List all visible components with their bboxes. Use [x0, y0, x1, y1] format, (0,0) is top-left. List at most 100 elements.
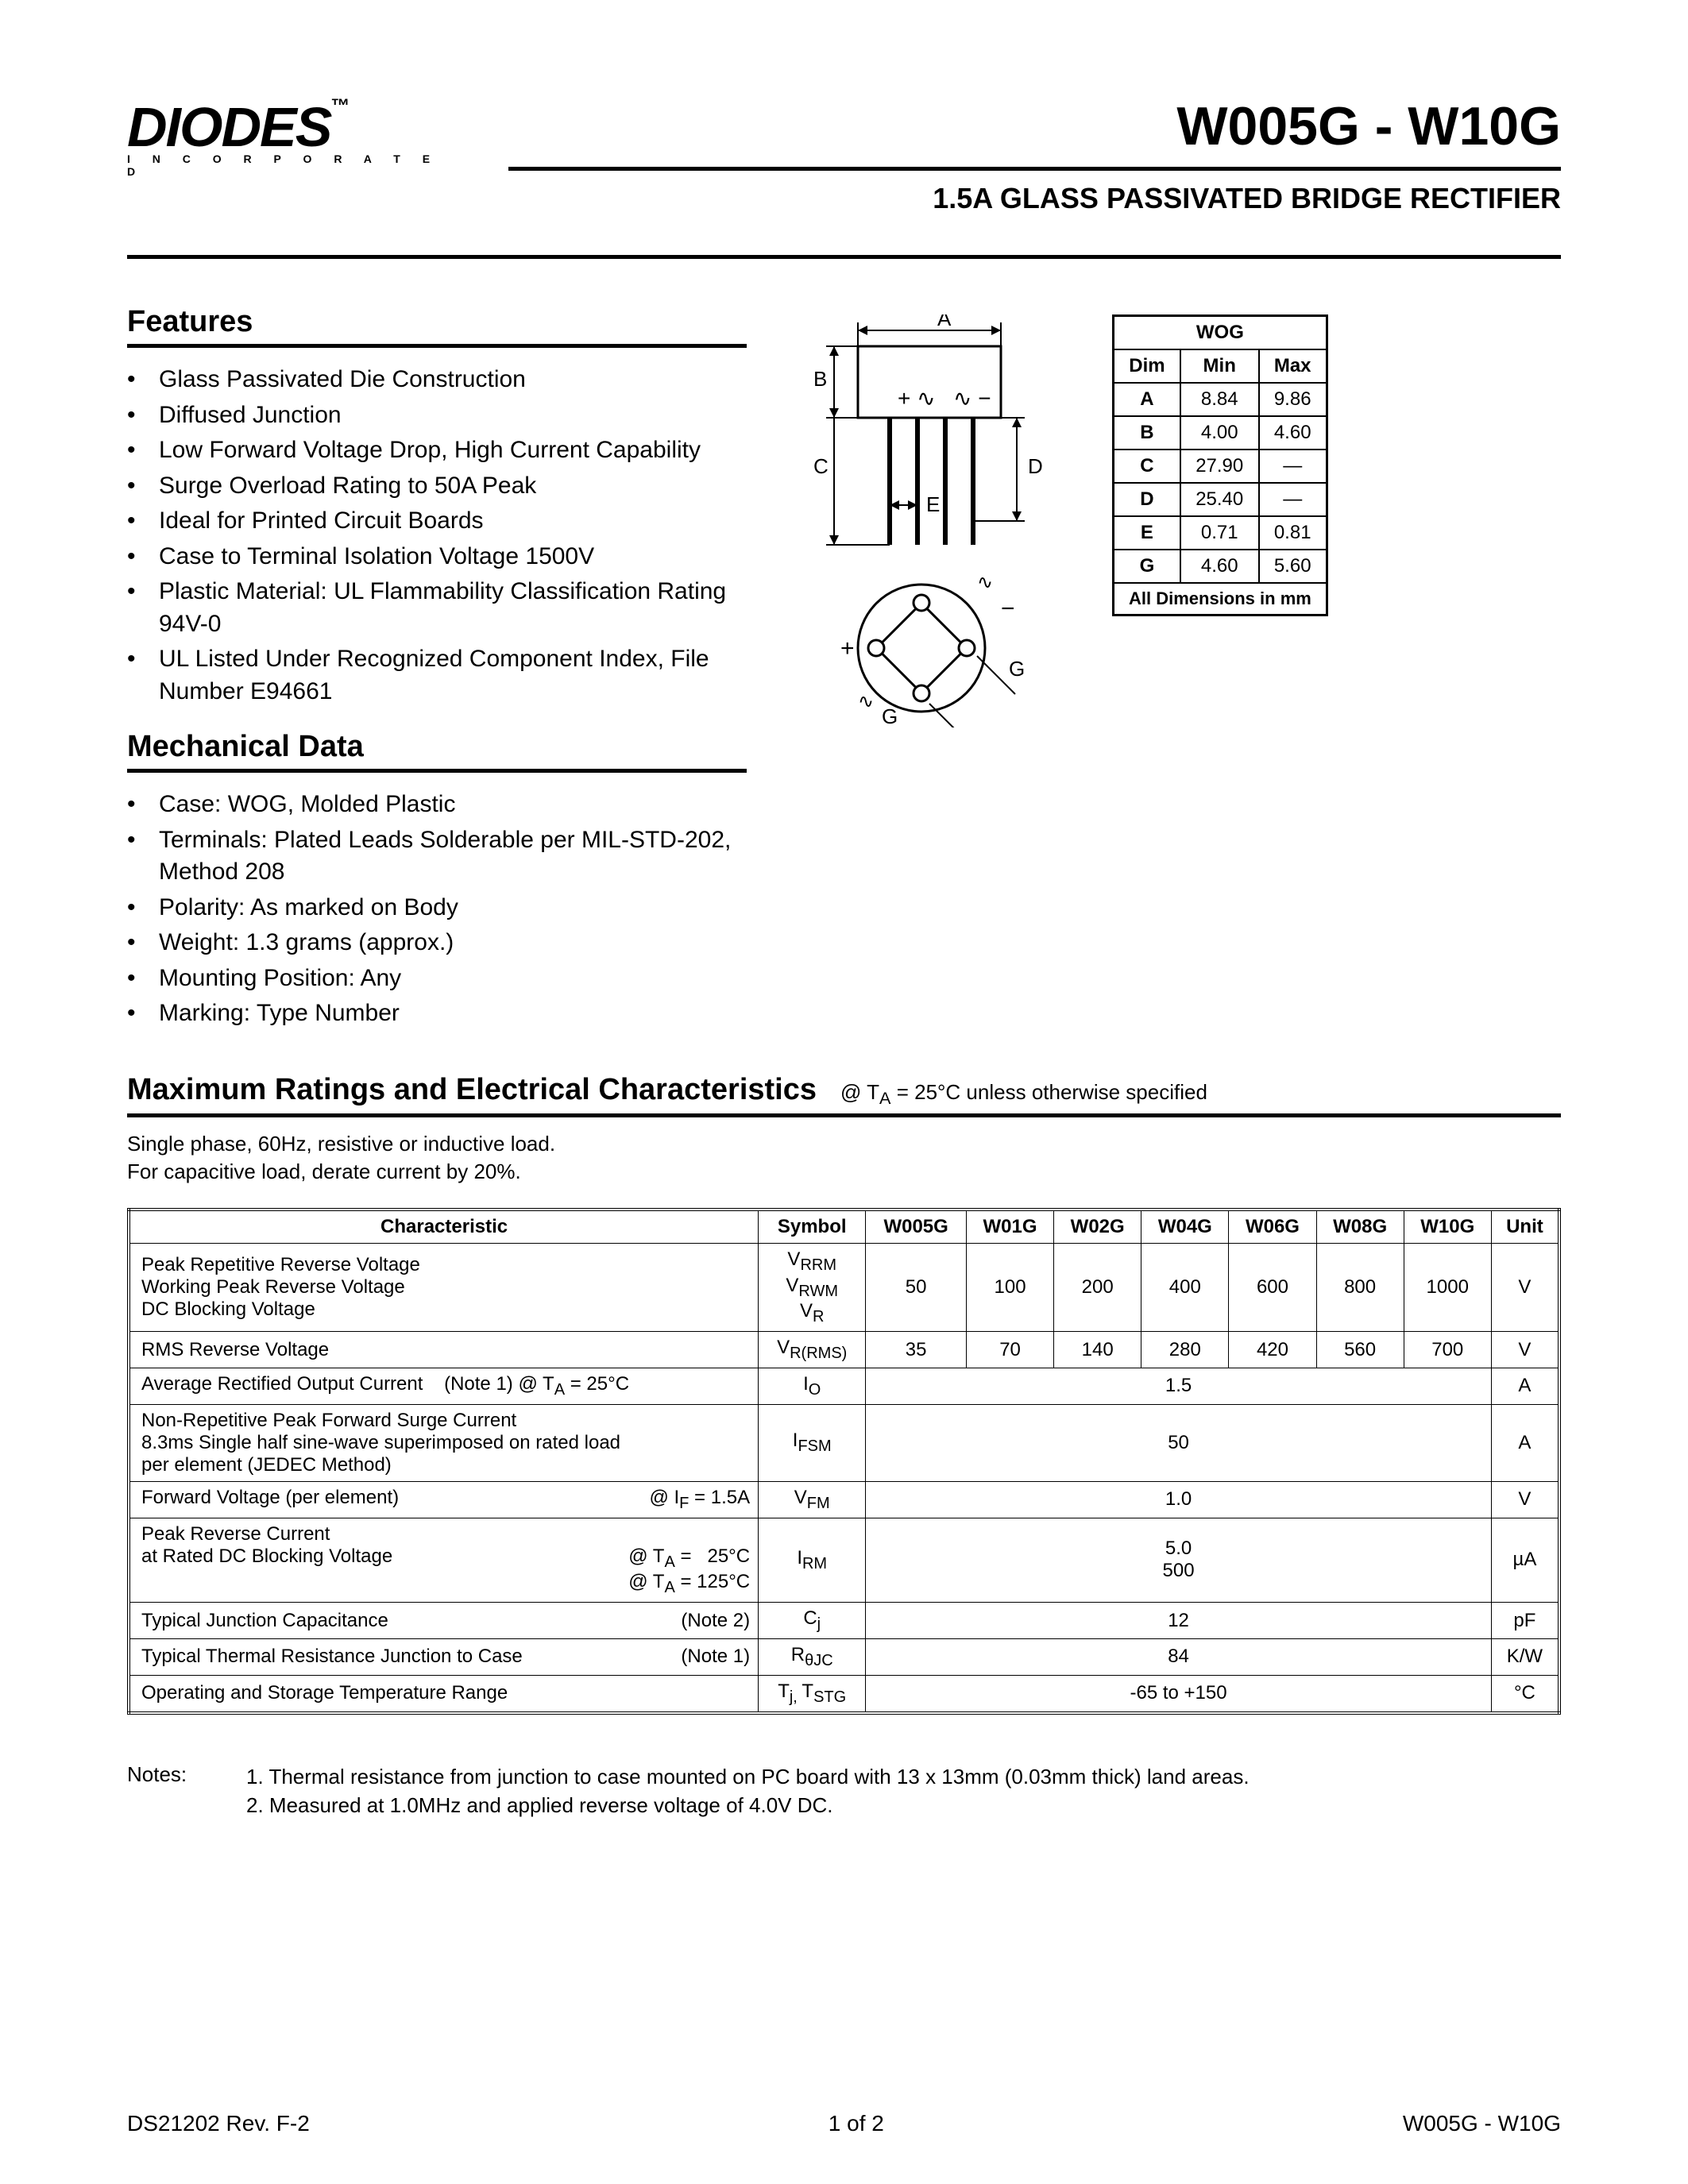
svg-text:G: G — [1009, 657, 1025, 681]
logo-main: DIODES — [127, 96, 330, 158]
char-cell-value: 35 — [866, 1332, 967, 1368]
max-ratings-heading: Maximum Ratings and Electrical Character… — [127, 1073, 817, 1107]
char-header: W08G — [1316, 1210, 1404, 1244]
char-cell-value: 140 — [1054, 1332, 1141, 1368]
char-header: W005G — [866, 1210, 967, 1244]
char-cell-value: 50 — [866, 1243, 967, 1331]
char-row: Peak Reverse Currentat Rated DC Blocking… — [129, 1518, 1559, 1603]
dim-row: D25.40— — [1114, 483, 1327, 516]
char-cell-symbol: RθJC — [759, 1639, 866, 1676]
characteristics-table: CharacteristicSymbolW005GW01GW02GW04GW06… — [127, 1208, 1561, 1715]
header-rule — [127, 255, 1561, 259]
char-cell-value: 400 — [1141, 1243, 1229, 1331]
char-cell-value: 84 — [866, 1639, 1492, 1676]
notes-label: Notes: — [127, 1762, 222, 1820]
feature-item: Glass Passivated Die Construction — [159, 364, 747, 396]
svg-text:E: E — [926, 492, 940, 516]
company-logo: DIODES™ I N C O R P O R A T E D — [127, 95, 461, 183]
dim-table-title: WOG — [1114, 316, 1327, 350]
dim-footer: All Dimensions in mm — [1114, 583, 1327, 615]
note-item: 2. Measured at 1.0MHz and applied revers… — [246, 1791, 1250, 1819]
char-header: Characteristic — [129, 1210, 759, 1244]
dim-row: C27.90— — [1114, 450, 1327, 483]
dim-header-min: Min — [1180, 349, 1259, 383]
char-cell-symbol: VR(RMS) — [759, 1332, 866, 1368]
note-item: 1. Thermal resistance from junction to c… — [246, 1762, 1250, 1791]
feature-item: Low Forward Voltage Drop, High Current C… — [159, 434, 747, 467]
char-header: W04G — [1141, 1210, 1229, 1244]
char-cell-value: 1.0 — [866, 1481, 1492, 1518]
char-cell-unit: µA — [1491, 1518, 1559, 1603]
mech-item: Case: WOG, Molded Plastic — [159, 789, 747, 821]
dim-row: A8.849.86 — [1114, 383, 1327, 416]
char-cell-value: -65 to +150 — [866, 1675, 1492, 1712]
feature-item: Ideal for Printed Circuit Boards — [159, 505, 747, 538]
char-cell-value: 70 — [966, 1332, 1053, 1368]
char-cell-value: 420 — [1229, 1332, 1316, 1368]
svg-text:∿ −: ∿ − — [953, 386, 991, 411]
mech-item: Weight: 1.3 grams (approx.) — [159, 927, 747, 959]
svg-text:D: D — [1028, 454, 1043, 478]
dim-cell: C — [1114, 450, 1180, 483]
char-cell-value: 1000 — [1404, 1243, 1491, 1331]
char-cell-value: 50 — [866, 1404, 1492, 1481]
char-header: W10G — [1404, 1210, 1491, 1244]
char-cell-value: 560 — [1316, 1332, 1404, 1368]
svg-text:C: C — [813, 454, 829, 478]
dim-row: E0.710.81 — [1114, 516, 1327, 550]
char-row: Typical Junction Capacitance(Note 2)Cj12… — [129, 1603, 1559, 1639]
dim-cell: B — [1114, 416, 1180, 450]
page-title: W005G - W10G — [508, 95, 1561, 157]
char-cell-symbol: Tj, TSTG — [759, 1675, 866, 1712]
char-row: Operating and Storage Temperature RangeT… — [129, 1675, 1559, 1712]
char-header: W06G — [1229, 1210, 1316, 1244]
dim-cell: 4.60 — [1180, 550, 1259, 583]
char-cell-unit: pF — [1491, 1603, 1559, 1639]
char-cell-value: 5.0500 — [866, 1518, 1492, 1603]
feature-item: Case to Terminal Isolation Voltage 1500V — [159, 541, 747, 573]
char-cell-symbol: IRM — [759, 1518, 866, 1603]
dim-row: B4.004.60 — [1114, 416, 1327, 450]
char-cell-unit: V — [1491, 1332, 1559, 1368]
dim-cell: — — [1259, 483, 1327, 516]
dim-cell: 8.84 — [1180, 383, 1259, 416]
feature-item: Plastic Material: UL Flammability Classi… — [159, 576, 747, 640]
notes-list: 1. Thermal resistance from junction to c… — [246, 1762, 1250, 1820]
char-cell-value: 200 — [1054, 1243, 1141, 1331]
char-cell-unit: V — [1491, 1481, 1559, 1518]
char-cell-characteristic: RMS Reverse Voltage — [129, 1332, 759, 1368]
char-cell-value: 280 — [1141, 1332, 1229, 1368]
char-cell-unit: A — [1491, 1368, 1559, 1405]
char-cell-symbol: VFM — [759, 1481, 866, 1518]
char-cell-symbol: IFSM — [759, 1404, 866, 1481]
svg-text:∿: ∿ — [977, 572, 993, 593]
dim-header-dim: Dim — [1114, 349, 1180, 383]
dim-cell: 5.60 — [1259, 550, 1327, 583]
load-note-2: For capacitive load, derate current by 2… — [127, 1158, 1561, 1186]
char-cell-symbol: VRRMVRWMVR — [759, 1243, 866, 1331]
dim-cell: 27.90 — [1180, 450, 1259, 483]
dim-cell: 4.60 — [1259, 416, 1327, 450]
char-header: W02G — [1054, 1210, 1141, 1244]
char-cell-characteristic: Non-Repetitive Peak Forward Surge Curren… — [129, 1404, 759, 1481]
svg-text:A: A — [937, 314, 952, 330]
char-cell-value: 1.5 — [866, 1368, 1492, 1405]
char-cell-value: 600 — [1229, 1243, 1316, 1331]
mechanical-heading: Mechanical Data — [127, 730, 747, 773]
dim-cell: — — [1259, 450, 1327, 483]
mech-item: Marking: Type Number — [159, 997, 747, 1030]
char-cell-characteristic: Average Rectified Output Current (Note 1… — [129, 1368, 759, 1405]
logo-sub: I N C O R P O R A T E D — [127, 152, 461, 178]
mech-item: Mounting Position: Any — [159, 963, 747, 995]
char-row: Peak Repetitive Reverse VoltageWorking P… — [129, 1243, 1559, 1331]
feature-item: Diffused Junction — [159, 399, 747, 432]
svg-text:∿: ∿ — [858, 691, 874, 712]
dim-cell: D — [1114, 483, 1180, 516]
char-cell-characteristic: Forward Voltage (per element)@ IF = 1.5A — [129, 1481, 759, 1518]
footer-left: DS21202 Rev. F-2 — [127, 2111, 310, 2136]
char-row: Forward Voltage (per element)@ IF = 1.5A… — [129, 1481, 1559, 1518]
dim-cell: 9.86 — [1259, 383, 1327, 416]
page-subtitle: 1.5A GLASS PASSIVATED BRIDGE RECTIFIER — [508, 182, 1561, 215]
char-cell-unit: K/W — [1491, 1639, 1559, 1676]
footer-center: 1 of 2 — [829, 2111, 884, 2136]
